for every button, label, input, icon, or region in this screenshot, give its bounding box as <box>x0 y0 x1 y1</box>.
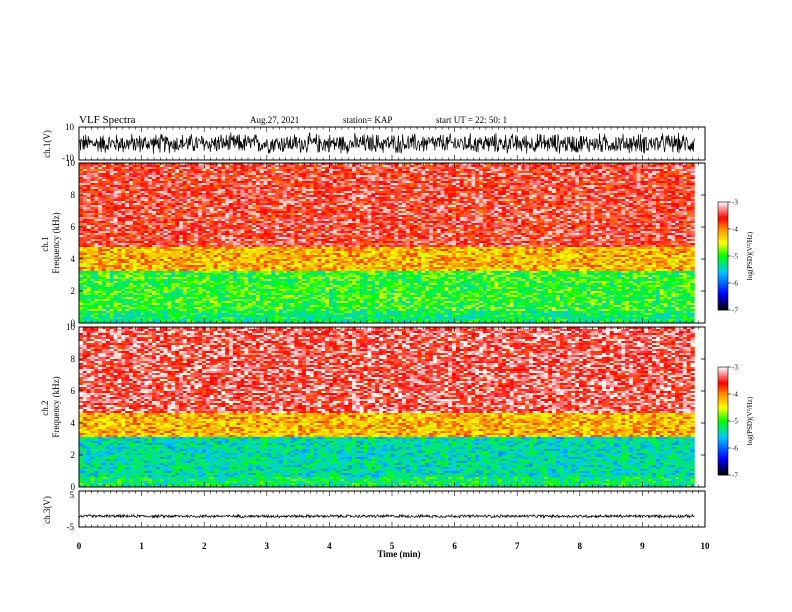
figure-title: VLF Spectra <box>79 114 136 126</box>
ch1-trace <box>79 132 694 154</box>
vlf-figure: VLF Spectra Aug.27, 2021 station= KAP st… <box>0 0 792 612</box>
ch1-ylabel: ch.1(V) <box>42 130 52 158</box>
ch1-line <box>79 132 694 154</box>
start-time-label: start UT = 22: 50: 1 <box>436 115 507 125</box>
ch1-ytick-top: 10 <box>65 122 75 132</box>
date-label: Aug.27, 2021 <box>250 115 299 125</box>
station-label: station= KAP <box>343 115 392 125</box>
ch1-spectrogram-image <box>79 163 695 323</box>
